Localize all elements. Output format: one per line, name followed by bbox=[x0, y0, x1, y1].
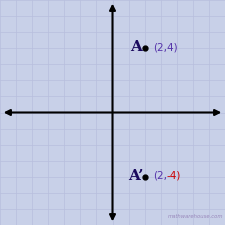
Text: (2,: (2, bbox=[153, 171, 167, 181]
Text: -4): -4) bbox=[167, 171, 181, 181]
Text: A’: A’ bbox=[128, 169, 144, 183]
Text: A: A bbox=[130, 40, 142, 54]
Text: (2,4): (2,4) bbox=[153, 42, 178, 52]
Text: mathwarehouse.com: mathwarehouse.com bbox=[168, 214, 223, 219]
